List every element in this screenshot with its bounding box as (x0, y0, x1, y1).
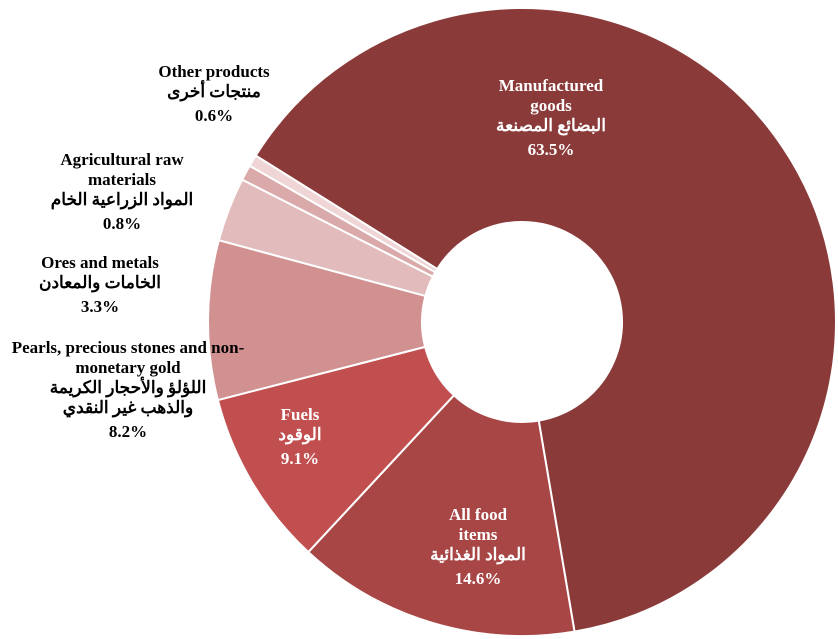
slice (216, 345, 456, 554)
label-value: 3.3% (80, 297, 120, 316)
label-arabic: المواد الزراعية الخام (50, 190, 194, 209)
label-arabic: منتجات أخرى (167, 82, 261, 101)
label-name: Pearls, precious stones and non-monetary… (11, 338, 245, 377)
slice-label: Fuels الوقود 9.1% (260, 405, 340, 469)
label-value: 0.8% (102, 214, 142, 233)
label-arabic: الخامات والمعادن (39, 273, 161, 292)
label-arabic: المواد الغذائية (430, 545, 526, 564)
slice-label: Manufactured goods البضائع المصنعة 63.5% (471, 76, 631, 160)
slice (248, 154, 439, 274)
label-arabic: الوقود (278, 425, 322, 444)
label-name: All food items (448, 505, 508, 544)
label-name: Agricultural raw materials (60, 150, 184, 189)
slice-label: Ores and metals الخامات والمعادن 3.3% (5, 253, 195, 317)
slice-label: Other products منتجات أخرى 0.6% (129, 62, 299, 126)
label-value: 9.1% (280, 449, 320, 468)
label-arabic: البضائع المصنعة (496, 116, 606, 135)
slice-label: All food items المواد الغذائية 14.6% (413, 505, 543, 589)
label-value: 63.5% (527, 140, 575, 159)
label-value: 8.2% (108, 422, 148, 441)
slice-label: Pearls, precious stones and non-monetary… (8, 338, 248, 442)
label-value: 0.6% (194, 106, 234, 125)
slice-label: Agricultural raw materials المواد الزراعي… (32, 150, 212, 234)
label-arabic: اللؤلؤ والأحجار الكريمة والذهب غير النقد… (49, 378, 207, 417)
label-value: 14.6% (454, 569, 502, 588)
slice (254, 7, 837, 633)
label-name: Ores and metals (41, 253, 159, 272)
label-name: Fuels (280, 405, 320, 424)
label-name: Other products (158, 62, 270, 81)
label-name: Manufactured goods (498, 76, 604, 115)
slice (306, 393, 576, 637)
